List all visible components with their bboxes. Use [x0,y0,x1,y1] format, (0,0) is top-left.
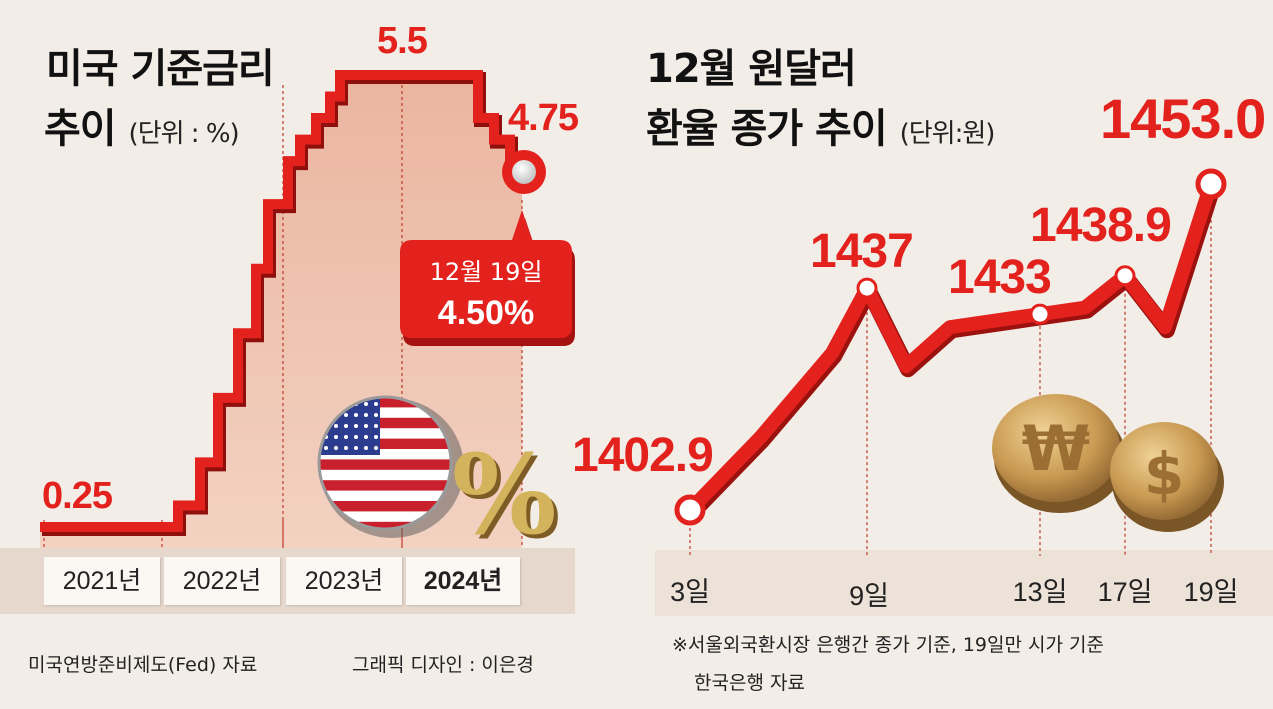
fx-label-19: 1453.0 [1100,87,1266,150]
right-title-line2: 환율 종가 추이 (단위:원) [646,96,996,154]
fx-label-17: 1438.9 [1030,199,1172,252]
day-label-17: 17일 [1097,577,1153,607]
callout-date: 12월 19일 [429,258,543,286]
rate-callout [400,210,575,346]
flag-star [334,435,338,439]
svg-text:$: $ [1144,440,1184,508]
day-label-9: 9일 [849,581,889,611]
flag-star [374,402,378,406]
flag-star [374,424,378,428]
right-unit: (단위:원) [899,119,996,149]
credit-text: 그래픽 디자인 : 이은경 [352,654,534,676]
day-label-19: 19일 [1183,577,1239,607]
flag-stripe [319,417,451,429]
exchange-rate-chart [674,168,1227,556]
flag-star [354,435,358,439]
flag-star [364,446,368,450]
flag-star [374,413,378,417]
rate-end-marker-center [512,160,536,184]
flag-stripe [319,397,451,408]
svg-text:₩: ₩ [1022,412,1090,485]
flag-star [344,424,348,428]
fx-label-3: 1402.9 [572,429,714,482]
won-coin-icon: ₩ [992,394,1126,513]
flag-star [364,435,368,439]
flag-star [364,413,368,417]
flag-star [334,446,338,450]
left-unit: (단위 : %) [128,119,240,149]
rate-line [40,70,522,532]
day-label-3: 3일 [670,577,710,607]
rate-start-label: 0.25 [42,475,113,517]
svg-text:%: % [456,434,561,563]
flag-star [344,413,348,417]
year-label-2024: 2024년 [406,557,520,605]
callout-value: 4.50% [437,294,535,332]
svg-text:%: % [452,430,557,559]
fx-point [1195,168,1227,200]
fx-label-13: 1433 [948,251,1052,304]
fx-point [674,494,706,526]
right-title-word: 환율 종가 추이 [646,106,888,152]
fx-point [1029,303,1051,325]
flag-star [364,402,368,406]
left-title-line1: 미국 기준금리 [46,46,275,92]
flag-stripe [319,501,451,512]
flag-stripe [319,438,451,449]
left-title-word: 추이 [44,106,117,152]
fx-line [683,177,1218,517]
flag-star [324,446,328,450]
note-line1: ※서울외국환시장 은행간 종가 기준, 19일만 시가 기준 [672,634,1104,656]
flag-star [374,435,378,439]
flag-star [364,424,368,428]
fx-point [1114,265,1136,287]
flag-star [334,424,338,428]
flag-star [374,446,378,450]
rate-end-label: 4.75 [508,97,579,139]
right-title-line1: 12월 원달러 [646,46,857,92]
flag-star [344,446,348,450]
flag-star [354,413,358,417]
flag-stripe [319,521,451,529]
source-text: 미국연방준비제도(Fed) 자료 [28,654,258,676]
left-title-line2: 추이 (단위 : %) [44,96,240,154]
flag-stripe [319,459,451,470]
day-band [655,550,1273,616]
day-label-13: 13일 [1012,577,1068,607]
fx-point [856,277,878,299]
note-line2: 한국은행 자료 [694,672,805,694]
flag-star [354,446,358,450]
fx-label-9: 1437 [810,225,914,278]
dollar-coin-icon: $ [1110,422,1224,532]
year-label-2021: 2021년 [44,557,160,605]
year-label-2022: 2022년 [164,557,280,605]
year-label-2023: 2023년 [286,557,402,605]
flag-star [344,435,348,439]
percent-icon: % % [452,430,561,563]
us-flag-coin-icon [317,395,464,538]
flag-star [354,424,358,428]
rate-peak-label: 5.5 [377,20,428,62]
flag-stripe [319,480,451,491]
